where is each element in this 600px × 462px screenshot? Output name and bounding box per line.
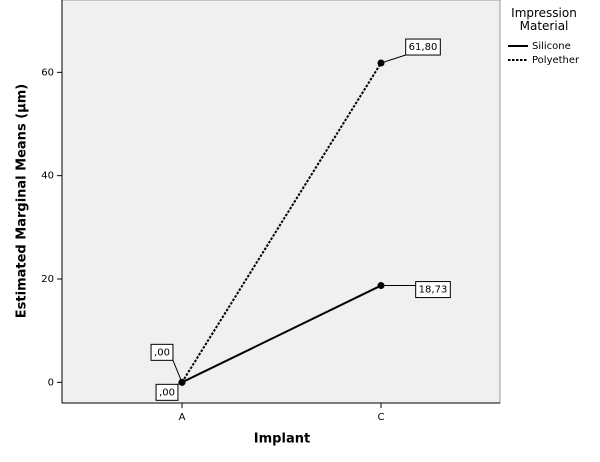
value-label-box xyxy=(405,38,441,56)
value-label: 61,80 xyxy=(409,42,438,53)
x-axis-title: Implant xyxy=(254,432,310,447)
legend-label: Silicone xyxy=(532,41,571,52)
x-tick-label: A xyxy=(179,412,186,423)
series-line xyxy=(181,284,382,384)
value-label: 18,73 xyxy=(419,285,448,296)
y-axis-title: Estimated Marginal Means (µm) xyxy=(15,84,30,318)
value-label: ,00 xyxy=(159,387,175,398)
x-tick-label: C xyxy=(378,412,385,423)
value-label-box xyxy=(150,343,174,361)
legend-title: Impression Material xyxy=(511,6,577,33)
value-label-box xyxy=(155,383,179,401)
value-label: ,00 xyxy=(154,347,170,358)
legend-label: Polyether xyxy=(532,55,580,66)
series-line xyxy=(181,62,382,383)
leader-line xyxy=(380,54,406,64)
y-tick-label: 60 xyxy=(41,67,54,78)
y-tick-label: 40 xyxy=(41,171,54,182)
leader-line xyxy=(172,360,183,383)
plot-area xyxy=(61,0,501,404)
y-tick-label: 20 xyxy=(41,274,54,285)
value-label-box xyxy=(415,281,451,299)
y-tick-label: 0 xyxy=(48,377,54,388)
